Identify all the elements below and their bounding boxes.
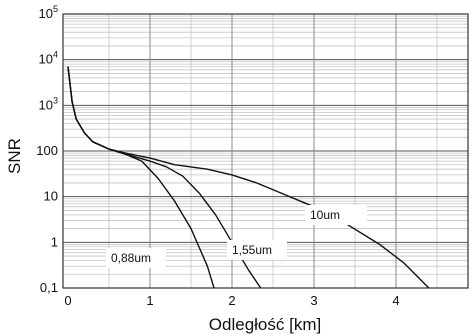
series-label-1-55um: 1,55um xyxy=(227,240,287,260)
series-label-text: 1,55um xyxy=(232,243,272,257)
series-label-text: 10um xyxy=(310,208,340,222)
x-tick-label: 3 xyxy=(310,293,317,308)
y-tick-label: 105 xyxy=(39,4,58,21)
x-axis-title: Odległość [km] xyxy=(209,315,321,334)
y-tick-labels: 0,1 1 10 100 103 104 105 xyxy=(36,4,58,295)
x-tick-label: 1 xyxy=(146,293,153,308)
x-tick-label: 4 xyxy=(392,293,399,308)
series-layer xyxy=(67,66,430,289)
x-tick-label: 2 xyxy=(228,293,235,308)
y-axis-title: SNR xyxy=(5,138,24,174)
series-label-bg xyxy=(305,205,367,225)
plot-frame xyxy=(62,13,469,289)
series-labels: 10um 1,55um 0,88um xyxy=(106,205,367,268)
series-line-10um xyxy=(67,66,430,289)
x-tick-labels: 0 1 2 3 4 xyxy=(64,293,399,308)
x-tick-label: 0 xyxy=(64,293,71,308)
series-label-bg xyxy=(227,240,287,260)
y-tick-label: 100 xyxy=(36,143,58,158)
series-label-bg xyxy=(106,248,166,268)
series-label-text: 0,88um xyxy=(111,251,151,265)
y-tick-label: 104 xyxy=(39,50,58,67)
series-label-0-88um: 0,88um xyxy=(106,248,166,268)
y-tick-label: 103 xyxy=(39,95,58,112)
y-tick-label: 1 xyxy=(51,234,58,249)
series-label-10um: 10um xyxy=(305,205,367,225)
y-tick-label: 10 xyxy=(44,189,58,204)
y-tick-label: 0,1 xyxy=(40,280,58,295)
